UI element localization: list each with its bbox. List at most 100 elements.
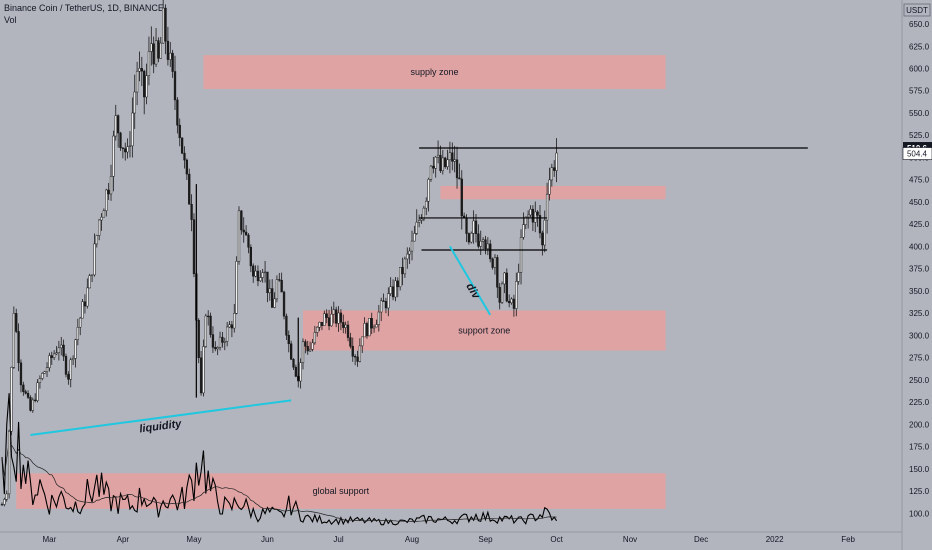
candle-body bbox=[320, 321, 324, 326]
candle-body bbox=[218, 336, 222, 348]
candle-body bbox=[254, 270, 257, 277]
candle-body bbox=[90, 274, 94, 276]
y-tick-label: 625.0 bbox=[909, 42, 930, 51]
zone-rect bbox=[203, 55, 666, 89]
candle-body bbox=[358, 345, 362, 362]
candle-body bbox=[548, 179, 551, 195]
candle-body bbox=[327, 317, 331, 327]
candle-body bbox=[176, 99, 179, 126]
candle-body bbox=[349, 337, 352, 347]
candle-body bbox=[282, 291, 286, 317]
candle-body bbox=[491, 258, 494, 268]
candle-body bbox=[216, 347, 219, 350]
candle-body bbox=[164, 7, 167, 42]
candle-body bbox=[271, 288, 274, 308]
candle-body bbox=[180, 137, 184, 154]
y-tick-label: 175.0 bbox=[909, 443, 930, 452]
candle-body bbox=[308, 349, 312, 352]
y-tick-label: 225.0 bbox=[909, 398, 930, 407]
candle-body bbox=[517, 272, 520, 282]
candle-body bbox=[332, 309, 335, 315]
candle-body bbox=[330, 313, 333, 327]
candle-body bbox=[365, 323, 369, 337]
candle-body bbox=[268, 288, 271, 294]
x-tick-label: Apr bbox=[117, 535, 130, 544]
y-tick-label: 525.0 bbox=[909, 131, 930, 140]
axis-panel bbox=[902, 0, 932, 550]
candle-body bbox=[289, 343, 293, 360]
y-tick-label: 350.0 bbox=[909, 287, 930, 296]
x-tick-label: Dec bbox=[694, 535, 708, 544]
candle-body bbox=[484, 239, 487, 249]
candle-body bbox=[353, 356, 357, 358]
candle-body bbox=[420, 218, 423, 221]
candle-body bbox=[143, 70, 146, 98]
levels-and-trendlines: liquidity div bbox=[30, 147, 808, 437]
candle-body bbox=[138, 68, 141, 72]
candle-body bbox=[233, 313, 236, 329]
chart-title: Binance Coin / TetherUS, 1D, BINANCE bbox=[4, 3, 164, 13]
candle-body bbox=[226, 326, 229, 342]
candle-body bbox=[498, 286, 501, 303]
candle-body bbox=[249, 246, 252, 267]
candle-body bbox=[389, 286, 392, 294]
candle-body bbox=[496, 257, 499, 288]
y-tick-label: 550.0 bbox=[909, 109, 930, 118]
candle-body bbox=[178, 124, 181, 139]
x-tick-label: Jun bbox=[261, 535, 274, 544]
candle-body bbox=[427, 179, 430, 202]
y-tick-label: 150.0 bbox=[909, 465, 930, 474]
candle-body bbox=[244, 231, 248, 236]
candle-body bbox=[126, 146, 129, 153]
candle-body bbox=[401, 267, 404, 275]
candle-body bbox=[325, 313, 328, 318]
candle-body bbox=[543, 219, 546, 246]
candle-body bbox=[121, 147, 125, 149]
candle-body bbox=[0, 504, 4, 506]
candle-body bbox=[71, 358, 75, 361]
candle-body bbox=[124, 148, 127, 153]
candle-body bbox=[230, 324, 234, 329]
candle-body bbox=[166, 40, 170, 60]
candle-body bbox=[147, 51, 151, 76]
candle-body bbox=[477, 233, 480, 247]
candle-body bbox=[391, 286, 395, 298]
y-tick-label: 375.0 bbox=[909, 265, 930, 274]
candle-body bbox=[339, 312, 343, 323]
volume-line bbox=[1, 393, 558, 526]
volume-label: Vol bbox=[4, 15, 17, 25]
candle-body bbox=[76, 326, 79, 340]
x-tick-label: Sep bbox=[478, 535, 493, 544]
candle-body bbox=[306, 346, 309, 352]
candle-body bbox=[311, 342, 314, 350]
volume-ma-line bbox=[1, 441, 557, 522]
candle-body bbox=[337, 312, 340, 324]
y-tick-label: 600.0 bbox=[909, 64, 930, 73]
y-tick-label: 300.0 bbox=[909, 331, 930, 340]
candle-body bbox=[417, 220, 421, 223]
candle-body bbox=[273, 298, 276, 308]
candle-body bbox=[380, 300, 383, 313]
candle-body bbox=[199, 357, 203, 394]
candle-body bbox=[503, 272, 506, 285]
candle-body bbox=[301, 341, 305, 363]
candle-body bbox=[510, 298, 513, 304]
candle-body bbox=[368, 317, 371, 337]
candle-body bbox=[536, 211, 539, 216]
y-tick-label: 575.0 bbox=[909, 87, 930, 96]
candle-body bbox=[26, 393, 30, 398]
candle-body bbox=[29, 397, 32, 411]
candle-body bbox=[15, 313, 18, 332]
candle-body bbox=[197, 319, 200, 359]
candle-body bbox=[98, 219, 101, 236]
candle-body bbox=[12, 313, 15, 368]
candle-body bbox=[150, 43, 153, 52]
candle-body bbox=[252, 265, 255, 277]
zone-rect bbox=[16, 473, 666, 509]
candle-body bbox=[541, 232, 544, 246]
candle-body bbox=[553, 167, 556, 171]
candle-body bbox=[19, 362, 23, 386]
candle-body bbox=[313, 332, 316, 344]
candle-body bbox=[460, 178, 463, 217]
